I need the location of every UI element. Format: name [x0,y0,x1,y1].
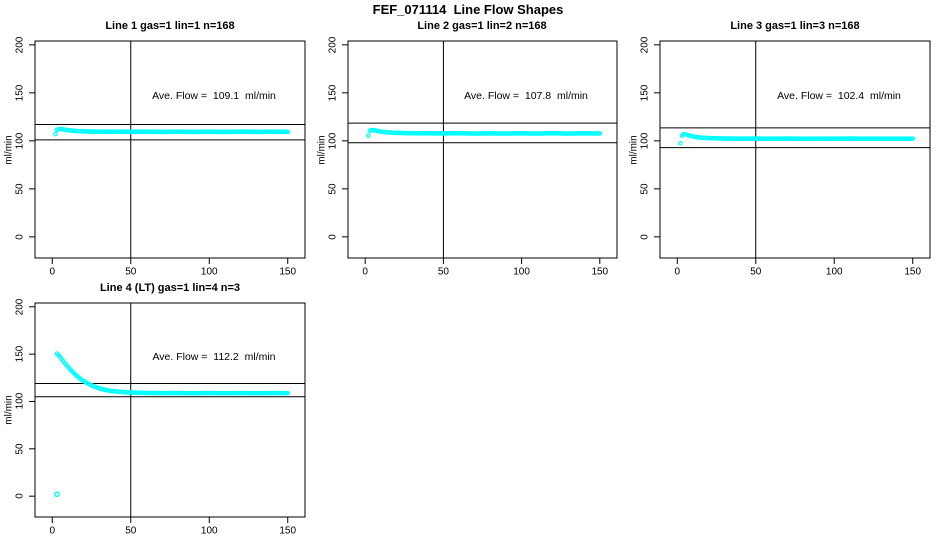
panel-4-x-tick-label: 100 [200,525,218,537]
page-title: FEF_071114 Line Flow Shapes [372,2,564,17]
panel-3-y-axis-label: ml/min [628,135,640,165]
panel-4-x-tick-label: 50 [125,525,137,537]
panel-4-y-tick-label: 0 [14,493,26,499]
panel-3-x-tick-label: 100 [825,266,843,278]
panel-1-y-tick-label: 100 [14,132,26,150]
panel-2-x-tick-label: 150 [591,266,609,278]
panel-2-y-tick-label: 150 [327,84,339,102]
panel-3-y-tick-label: 50 [639,183,651,195]
panel-2-ave-flow-annotation: Ave. Flow = 107.8 ml/min [464,90,588,102]
panel-4-y-tick-label: 150 [14,345,26,363]
panel-3-y-tick-label: 0 [639,234,651,240]
panel-3-data-point [678,140,683,146]
panel-2-x-tick-label: 100 [513,266,530,278]
panel-1-x-tick-label: 150 [279,266,297,278]
panel-2-y-tick-label: 200 [327,36,339,54]
panel-2-title: Line 2 gas=1 lin=2 n=168 [417,20,547,32]
panel-3-y-tick-label: 200 [639,36,651,54]
panel-3-y-tick-label: 100 [639,132,651,150]
panel-4-title: Line 4 (LT) gas=1 lin=4 n=3 [99,282,241,294]
panel-4-x-tick-label: 0 [49,525,56,537]
panel-1-data-point [53,131,58,137]
panel-3-ave-flow-annotation: Ave. Flow = 102.4 ml/min [777,90,901,102]
panel-1-x-tick-label: 100 [200,266,218,278]
panel-4-plot-box [34,302,306,518]
panel-2-y-tick-label: 0 [327,234,339,240]
panel-4-y-tick-label: 100 [14,393,26,410]
panel-4-y-tick-label: 50 [14,443,26,455]
panel-2-y-tick-label: 100 [327,132,339,150]
panel-3-plot-box [659,40,931,259]
panel-3-x-tick-label: 50 [750,266,762,278]
panel-4-x-tick-label: 150 [279,525,297,537]
panel-3-data-point [910,136,916,141]
panel-1-y-tick-label: 0 [14,234,26,240]
panel-1-y-tick-label: 50 [14,183,26,195]
panel-2-data-point [597,131,603,136]
panel-4-y-axis-label: ml/min [3,395,15,425]
panel-2-x-tick-label: 50 [437,266,449,278]
panel-2-y-tick-label: 50 [327,183,339,195]
panel-4-outlier-point [54,491,60,498]
panel-1-y-tick-label: 200 [14,36,26,54]
panel-1-title: Line 1 gas=1 lin=1 n=168 [105,20,235,32]
panel-1-x-tick-label: 50 [125,266,137,278]
panel-1-y-tick-label: 150 [14,84,26,102]
panel-2-plot-box [347,40,618,259]
panel-2-x-tick-label: 0 [362,266,368,278]
panel-3-x-tick-label: 0 [674,266,681,278]
panel-1-ave-flow-annotation: Ave. Flow = 109.1 ml/min [152,90,276,102]
panel-1-x-tick-label: 0 [49,266,56,278]
panel-1-data-point [285,129,291,135]
panel-2-data-point [366,133,371,138]
panel-4-y-tick-label: 200 [14,298,26,316]
panel-4-data-point [285,390,291,396]
panel-3-y-tick-label: 150 [639,84,651,102]
panel-3-title: Line 3 gas=1 lin=3 n=168 [730,20,860,32]
panel-1-y-axis-label: ml/min [3,135,15,165]
panel-2-y-axis-label: ml/min [316,135,328,165]
panel-3-x-tick-label: 150 [904,266,922,278]
panel-4-ave-flow-annotation: Ave. Flow = 112.2 ml/min [152,351,276,363]
panel-1-plot-box [34,40,306,259]
